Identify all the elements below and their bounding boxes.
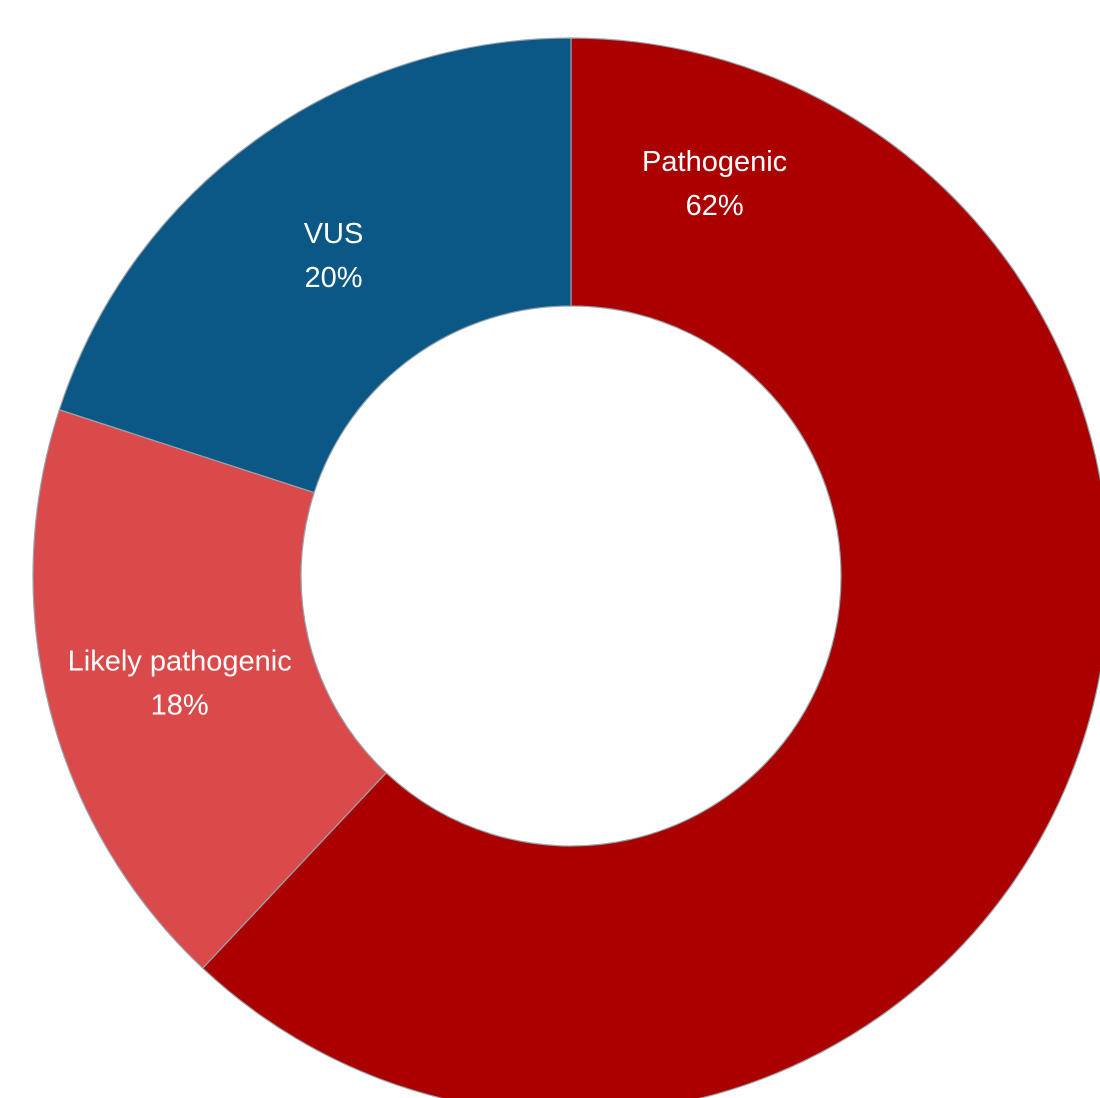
slice-name: Likely pathogenic — [68, 645, 292, 677]
slice-name: VUS — [304, 218, 364, 250]
slice-label-likely-pathogenic: Likely pathogenic 18% — [68, 645, 292, 721]
slice-likely-pathogenic — [32, 408, 388, 970]
slice-vus — [58, 37, 572, 494]
labels-group: Pathogenic 62% Likely pathogenic 18% VUS 20% — [68, 146, 788, 721]
slice-label-vus: VUS 20% — [304, 218, 364, 294]
slice-pathogenic — [201, 37, 1100, 1098]
slices-group — [32, 37, 1100, 1098]
slice-percent: 62% — [686, 190, 744, 222]
slice-percent: 20% — [305, 262, 363, 294]
slice-label-pathogenic: Pathogenic 62% — [642, 146, 787, 222]
slice-name: Pathogenic — [642, 146, 787, 178]
slice-percent: 18% — [151, 689, 209, 721]
